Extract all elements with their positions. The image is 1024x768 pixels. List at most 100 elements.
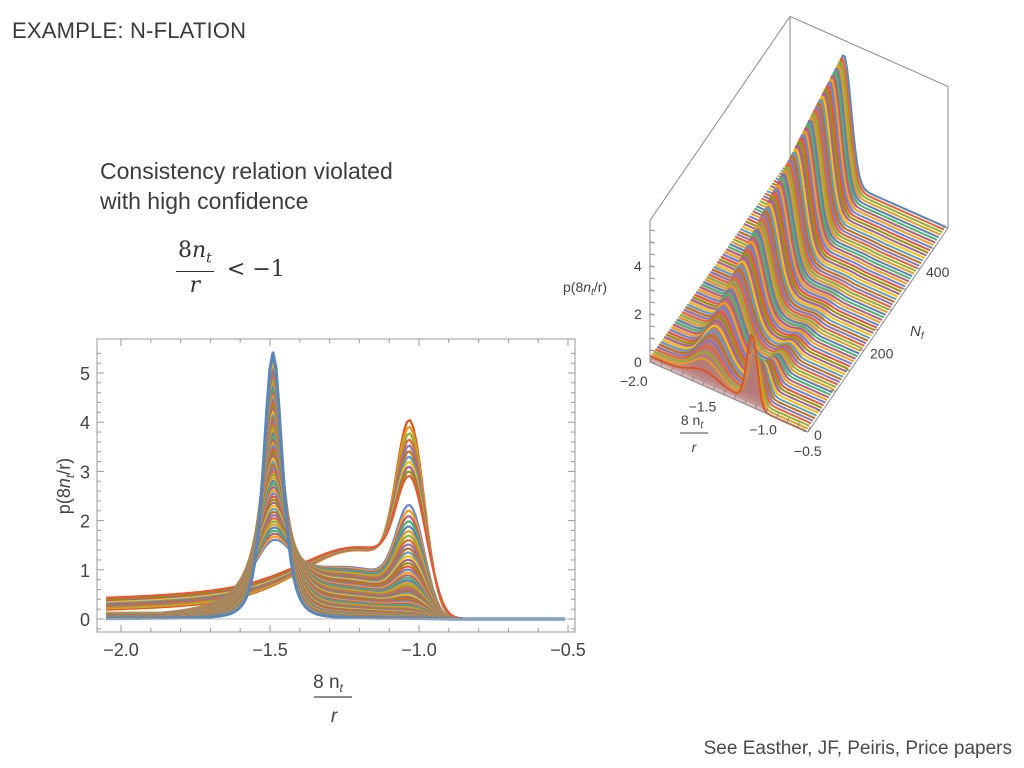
- nf-tick: [886, 308, 893, 311]
- x-axis-label-numerator: 8 nt: [313, 672, 343, 695]
- z3-tick-label: 0: [634, 354, 642, 370]
- x3-tick: [786, 417, 790, 423]
- z3-tick: [649, 301, 656, 304]
- x-axis-label-denominator: r: [331, 706, 338, 727]
- x-tick-label: −1.0: [401, 640, 437, 660]
- x3-tick: [691, 375, 695, 381]
- x-tick-label: −2.0: [103, 640, 139, 660]
- waterfall-curve: [661, 324, 819, 414]
- z3-tick: [649, 289, 656, 292]
- claim-text: Consistency relation violated with high …: [100, 156, 393, 216]
- z3-tick: [649, 313, 656, 316]
- x-tick-label: −1.5: [252, 640, 288, 660]
- waterfall-curve: [660, 329, 817, 417]
- x3-tick: [723, 389, 727, 395]
- nf-tick: [872, 328, 879, 331]
- box-edge: [789, 15, 949, 87]
- formula-relation: < −1: [226, 256, 285, 282]
- slide-title: EXAMPLE: N-FLATION: [12, 18, 247, 43]
- y-tick-labels: 0 1 2 3 4 5: [80, 364, 90, 630]
- x3-axis-label-denominator: r: [692, 439, 698, 455]
- x-axis-label: 8 nt r: [313, 672, 352, 727]
- x3-tick: [733, 394, 737, 400]
- nf-tick-label: 200: [870, 345, 894, 361]
- y-tick-label: 2: [80, 512, 90, 532]
- formula-denominator: r: [189, 273, 201, 299]
- waterfall-curve: [653, 350, 810, 427]
- y-tick-label: 4: [80, 413, 90, 433]
- x3-axis-label: 8 nt r: [680, 412, 708, 455]
- nf-tick: [928, 246, 935, 249]
- z3-tick-label: 2: [634, 306, 642, 322]
- nf-tick-label: 400: [926, 264, 950, 280]
- waterfall-curve: [654, 345, 812, 425]
- y-tick-label: 3: [80, 462, 90, 482]
- x3-tick: [775, 412, 779, 419]
- axes-3d: [649, 220, 949, 433]
- z3-tick: [649, 325, 656, 328]
- nf-tick: [830, 389, 837, 392]
- y-tick-label: 5: [80, 364, 90, 384]
- waterfall-curves: [649, 54, 948, 433]
- x3-tick: [744, 398, 748, 405]
- y-axis-label: p(8nt/r): [54, 458, 77, 514]
- x3-tick-label: −2.0: [620, 373, 648, 389]
- nf-tick: [858, 348, 865, 351]
- nf-axis-label: Nf: [910, 323, 925, 342]
- nf-tick-label: 0: [814, 427, 822, 443]
- tick-group: [97, 339, 575, 632]
- claim-line-1: Consistency relation violated: [100, 158, 393, 184]
- z3-tick: [649, 277, 656, 280]
- x3-tick: [797, 422, 800, 428]
- z-axis-label-text: p(8nt/r): [563, 279, 607, 298]
- nf-tick: [816, 410, 823, 413]
- nf-tick: [914, 267, 921, 270]
- waterfall-curve: [663, 320, 821, 412]
- nf-tick: [802, 430, 809, 433]
- formula-numerator: 8nt: [176, 238, 214, 273]
- x-tick-label: −0.5: [550, 640, 586, 660]
- z3-tick: [649, 349, 656, 352]
- x3-tick: [807, 426, 811, 433]
- y-tick-label: 1: [80, 561, 90, 581]
- waterfall-curve: [678, 284, 835, 391]
- x3-tick: [670, 366, 674, 372]
- plot-frame: [96, 338, 576, 633]
- x3-tick: [649, 356, 653, 363]
- z3-tick: [649, 361, 656, 364]
- waterfall-curve: [679, 280, 837, 389]
- waterfall-curve: [665, 315, 823, 409]
- x-tick-labels: −2.0 −1.5 −1.0 −0.5: [103, 640, 586, 660]
- y-axis-label-text: p(8nt/r): [54, 458, 77, 514]
- z3-tick: [649, 253, 656, 256]
- z3-tick: [649, 265, 656, 268]
- y-tick-label: 0: [80, 610, 90, 630]
- waterfall-curve: [658, 334, 816, 420]
- box-edge: [649, 16, 791, 221]
- x3-tick: [681, 370, 685, 377]
- z3-tick: [649, 241, 656, 244]
- waterfall-curve: [656, 339, 814, 422]
- claim-line-2: with high confidence: [100, 188, 309, 214]
- x3-tick: [712, 384, 716, 391]
- nf-tick: [844, 369, 851, 372]
- footer-citation: See Easther, JF, Peiris, Price papers: [703, 738, 1012, 759]
- z3-tick: [649, 229, 656, 232]
- x3-tick-label: −1.5: [689, 398, 717, 414]
- x3-tick: [754, 403, 758, 409]
- x3-tick-label: −0.5: [794, 443, 822, 459]
- x3-tick: [660, 361, 663, 367]
- z3-tick-label: 4: [634, 258, 642, 274]
- nf-axis-label-text: Nf: [910, 323, 925, 342]
- waterfall-curve: [681, 276, 839, 386]
- waterfall-curve: [683, 272, 840, 383]
- nf-tick: [900, 287, 907, 290]
- x3-tick-label: −1.0: [749, 422, 777, 438]
- x3-axis-label-numerator: 8 nt: [681, 412, 704, 431]
- x3-tick: [702, 380, 706, 386]
- consistency-formula: 8nt r < −1: [176, 238, 285, 300]
- waterfall-curve: [685, 268, 842, 381]
